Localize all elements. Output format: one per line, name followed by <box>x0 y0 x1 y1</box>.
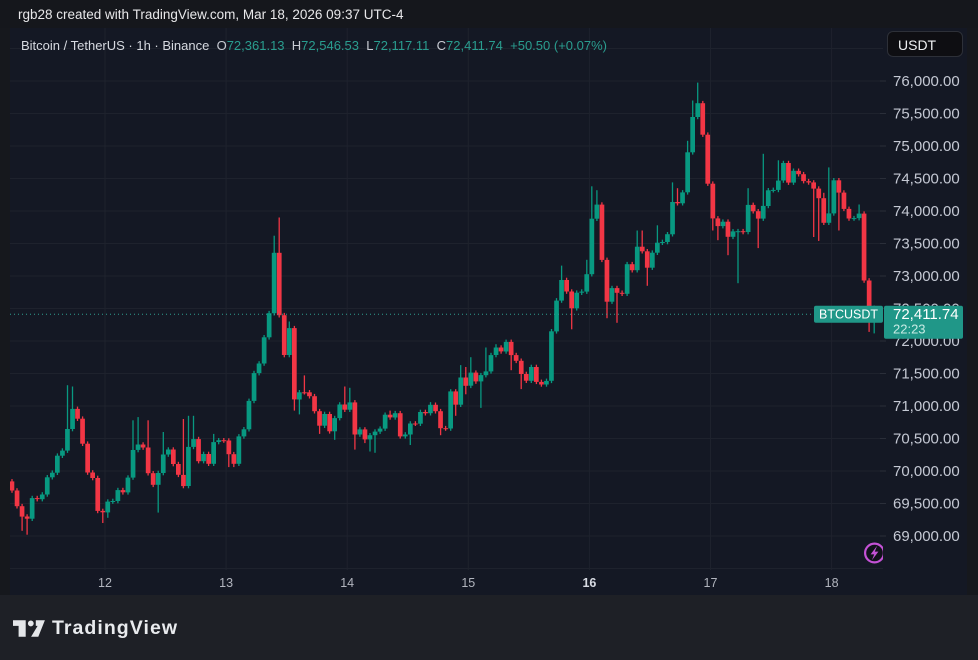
svg-text:75,500.00: 75,500.00 <box>893 106 960 123</box>
svg-text:17: 17 <box>704 576 718 590</box>
svg-text:76,000.00: 76,000.00 <box>893 73 960 90</box>
svg-text:70,000.00: 70,000.00 <box>893 463 960 480</box>
svg-text:73,500.00: 73,500.00 <box>893 236 960 253</box>
svg-text:69,500.00: 69,500.00 <box>893 496 960 513</box>
svg-text:15: 15 <box>461 576 475 590</box>
svg-text:74,500.00: 74,500.00 <box>893 171 960 188</box>
svg-text:14: 14 <box>340 576 354 590</box>
svg-text:16: 16 <box>582 576 596 590</box>
svg-text:72,411.74: 72,411.74 <box>893 306 959 323</box>
svg-text:22:23: 22:23 <box>893 322 926 337</box>
svg-text:70,500.00: 70,500.00 <box>893 431 960 448</box>
svg-text:13: 13 <box>219 576 233 590</box>
svg-text:18: 18 <box>825 576 839 590</box>
svg-text:12: 12 <box>98 576 112 590</box>
svg-text:69,000.00: 69,000.00 <box>893 528 960 545</box>
svg-text:71,000.00: 71,000.00 <box>893 398 960 415</box>
svg-text:BTCUSDT: BTCUSDT <box>819 308 878 322</box>
svg-text:73,000.00: 73,000.00 <box>893 268 960 285</box>
svg-text:74,000.00: 74,000.00 <box>893 203 960 220</box>
svg-text:71,500.00: 71,500.00 <box>893 366 960 383</box>
svg-text:75,000.00: 75,000.00 <box>893 138 960 155</box>
